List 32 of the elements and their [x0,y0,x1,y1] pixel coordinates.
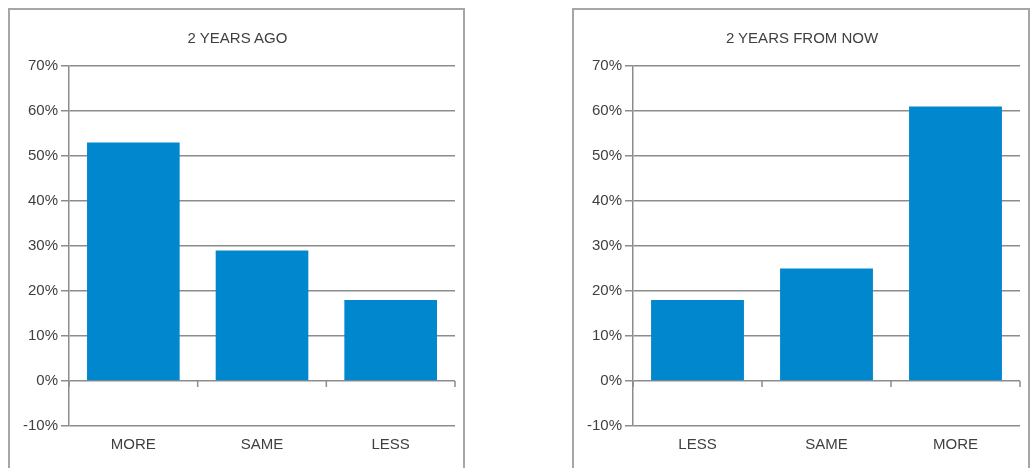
y-tick-label: -10% [22,416,59,434]
y-tick-label: 0% [36,371,59,389]
x-tick-label: SAME [240,435,284,453]
x-tick-label: MORE [933,435,978,453]
y-tick-label: 70% [591,56,623,74]
bar [215,250,309,381]
y-tick-label: 20% [591,281,623,299]
y-tick-label: -10% [586,416,623,434]
bar [651,300,744,381]
y-tick-label: 20% [27,281,59,299]
chart-title: 2 YEARS AGO [187,29,288,47]
y-tick-label: 10% [591,326,623,344]
y-tick-label: 10% [27,326,59,344]
bar [87,142,180,381]
y-tick-label: 60% [591,101,623,119]
x-tick-label: SAME [805,435,848,453]
x-tick-label: LESS [371,435,410,453]
y-tick-label: 60% [27,101,59,119]
y-tick-label: 50% [27,146,59,164]
bar [780,268,873,381]
x-tick-label: LESS [678,435,717,453]
x-tick-label: MORE [110,435,156,453]
bar [344,300,437,381]
y-tick-label: 40% [27,191,59,209]
y-tick-label: 30% [591,236,623,254]
y-tick-label: 70% [27,56,59,74]
y-tick-label: 50% [591,146,623,164]
y-tick-label: 0% [600,371,623,389]
y-tick-label: 40% [591,191,623,209]
y-tick-label: 30% [27,236,59,254]
chart-title: 2 YEARS FROM NOW [725,29,879,47]
bar [909,106,1002,381]
